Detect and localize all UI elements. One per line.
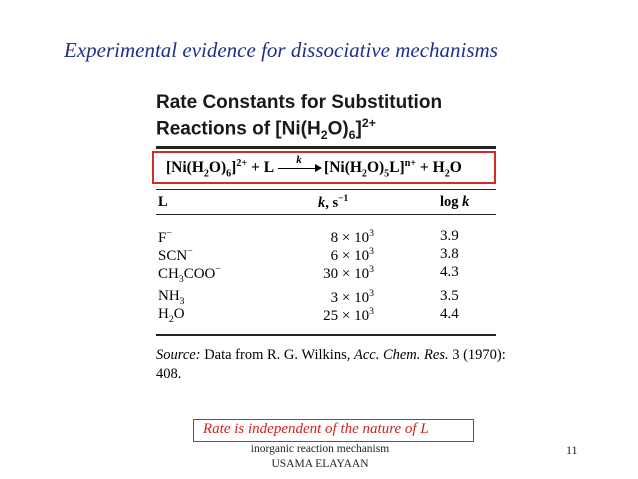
table-row-logk: 3.9 (440, 228, 459, 244)
table-row-logk: 3.8 (440, 246, 459, 262)
equation-rule (156, 189, 496, 190)
column-header-k: k, s−1 (318, 194, 349, 211)
table-row-ligand: H2O (158, 306, 185, 325)
table-row-logk: 4.3 (440, 264, 459, 280)
note-highlight-box (193, 419, 474, 442)
table-row-ligand: CH3COO− (158, 264, 221, 285)
header-rule (156, 214, 496, 215)
page-number: 11 (566, 443, 578, 457)
slide-title: Experimental evidence for dissociative m… (64, 38, 498, 62)
table-row-ligand: NH3 (158, 288, 185, 307)
table-row-ligand: SCN− (158, 246, 193, 264)
equation-highlight-box (152, 151, 496, 184)
column-header-ligand: L (158, 194, 168, 210)
table-source: Source: Data from R. G. Wilkins, Acc. Ch… (156, 347, 506, 382)
column-header-logk: log k (440, 194, 470, 210)
table-bottom-rule (156, 334, 496, 336)
slide-footer: inorganic reaction mechanism USAMA ELAYA… (230, 442, 410, 472)
table-title-line1: Rate Constants for Substitution (156, 92, 443, 113)
table-row-k: 30 × 103 (323, 264, 374, 282)
table-row-ligand: F− (158, 228, 172, 246)
table-row-logk: 3.5 (440, 288, 459, 304)
table-row-k: 6 × 103 (330, 246, 374, 264)
table-row-k: 25 × 103 (323, 306, 374, 324)
footer-author: USAMA ELAYAAN (271, 458, 369, 470)
slide-note: Rate is independent of the nature of L (203, 421, 429, 437)
table-top-rule (156, 146, 496, 149)
table-row-logk: 4.4 (440, 306, 459, 322)
table-title-line2: Reactions of [Ni(H2O)6]2+ (156, 116, 376, 143)
table-row-k: 3 × 103 (330, 288, 374, 306)
table-row-k: 8 × 103 (330, 228, 374, 246)
reaction-arrow-icon: k (278, 154, 323, 172)
footer-course: inorganic reaction mechanism (250, 443, 390, 455)
